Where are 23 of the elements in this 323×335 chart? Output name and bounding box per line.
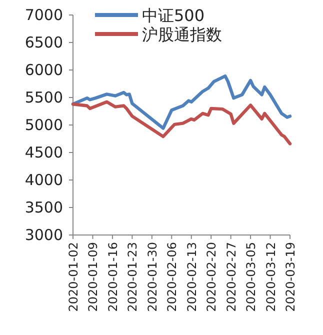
x-tick-label: 2020-01-30 xyxy=(145,242,160,312)
x-tick-label: 2020-03-19 xyxy=(284,242,298,312)
x-tick-label: 2020-01-16 xyxy=(106,242,120,312)
x-tick-label: 2020-02-06 xyxy=(165,242,180,312)
x-tick-label: 2020-01-23 xyxy=(126,242,140,312)
y-tick-label: 7000 xyxy=(24,6,63,24)
legend-label: 沪股通指数 xyxy=(142,25,222,44)
y-tick-label: 4000 xyxy=(24,171,63,189)
x-tick-label: 2020-02-27 xyxy=(224,242,238,312)
legend-label: 中证500 xyxy=(142,6,205,25)
x-tick-label: 2020-01-09 xyxy=(86,242,100,312)
x-tick-label: 2020-03-12 xyxy=(264,242,278,312)
x-tick-label: 2020-02-20 xyxy=(204,242,219,312)
y-tick-label: 3000 xyxy=(24,226,63,244)
y-tick-label: 3500 xyxy=(24,198,63,216)
y-tick-label: 4500 xyxy=(24,144,63,162)
x-tick-label: 2020-01-02 xyxy=(66,242,80,312)
y-tick-label: 5500 xyxy=(24,88,63,106)
x-tick-label: 2020-03-05 xyxy=(244,242,258,312)
y-tick-label: 6000 xyxy=(24,61,63,79)
y-tick-label: 6500 xyxy=(24,34,63,52)
y-tick-label: 5000 xyxy=(24,116,63,134)
x-tick-label: 2020-02-13 xyxy=(184,242,199,312)
